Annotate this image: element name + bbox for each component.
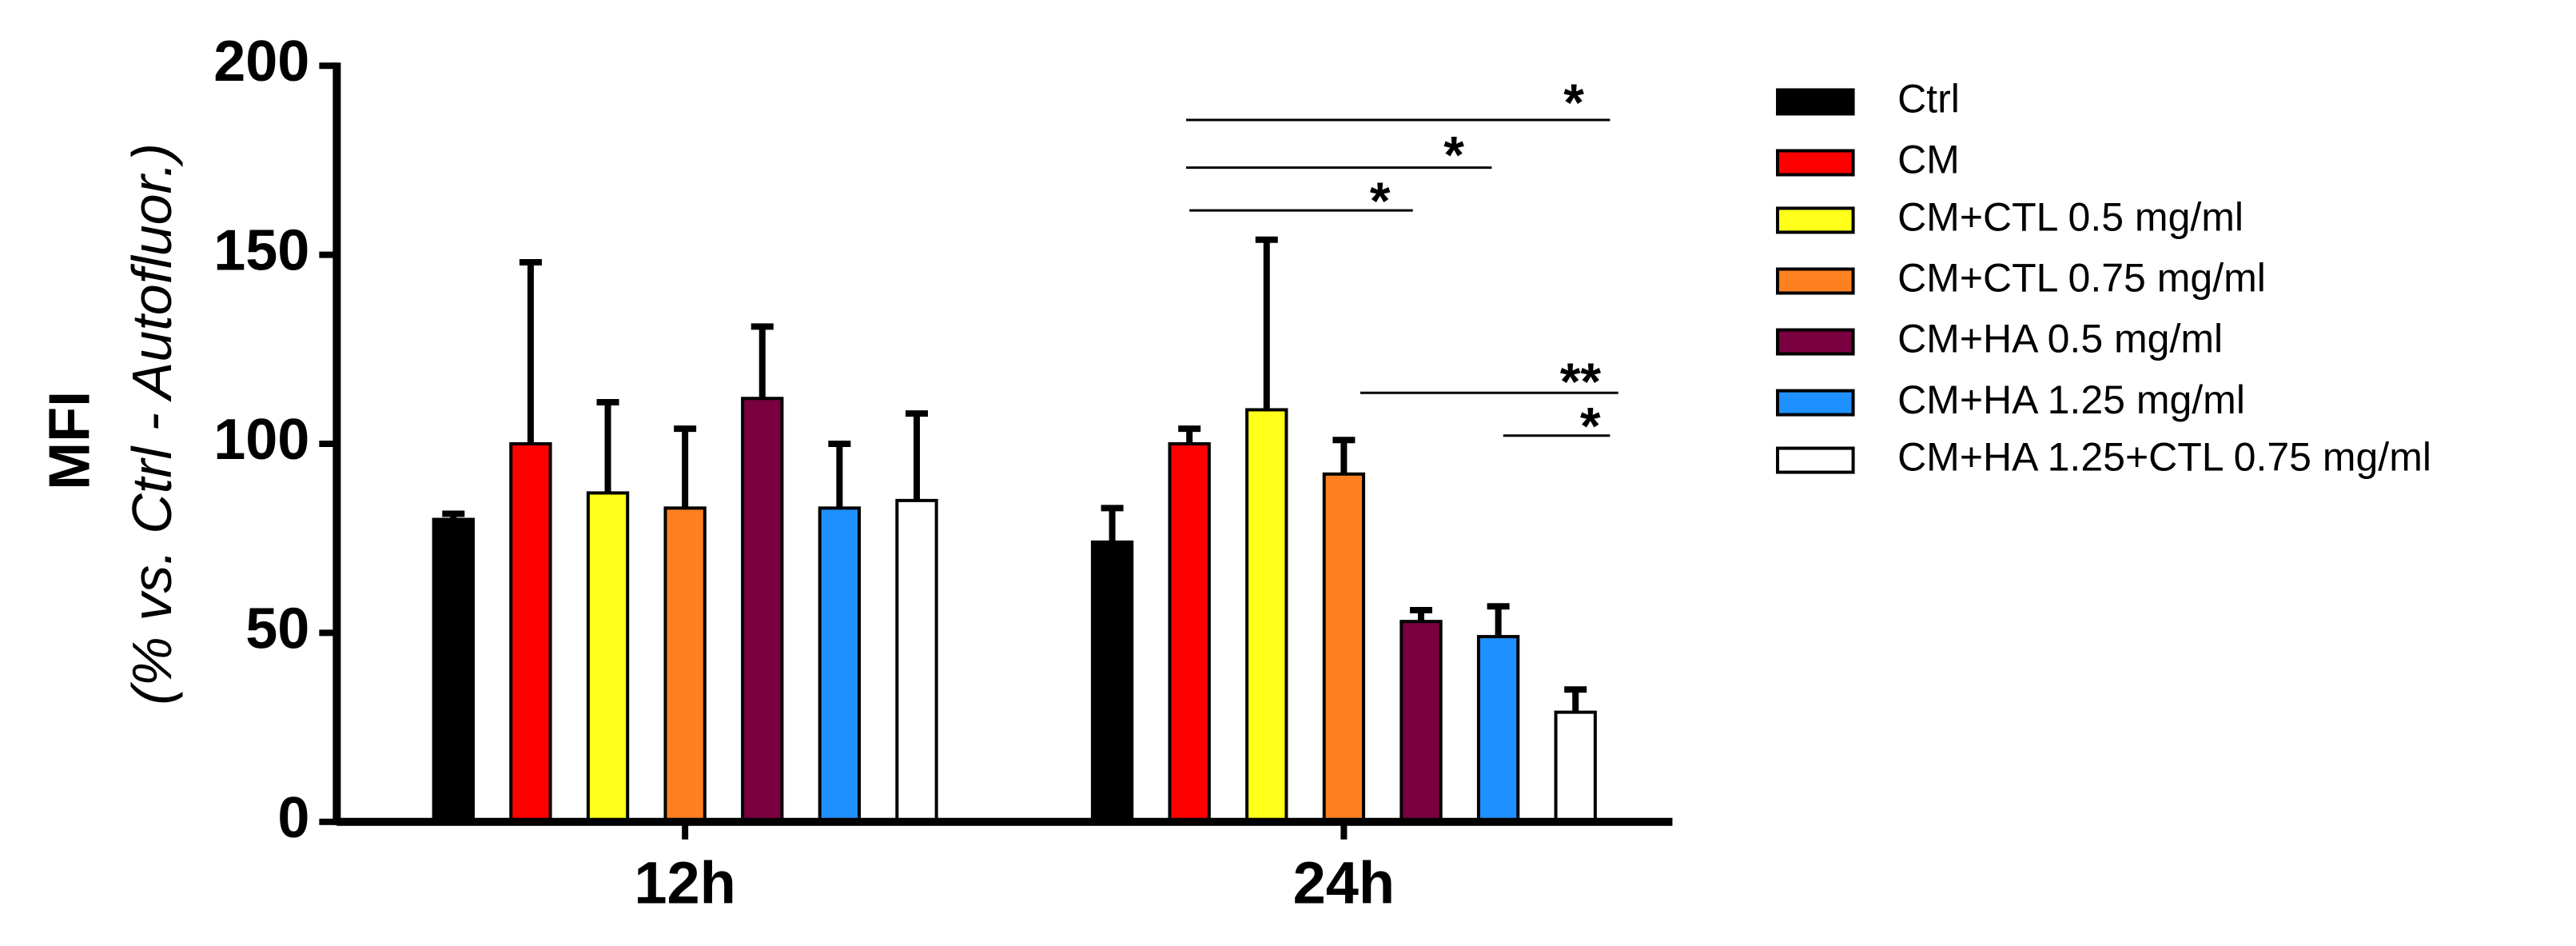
bar xyxy=(1322,472,1366,824)
bar xyxy=(432,517,475,824)
bar xyxy=(1090,540,1134,824)
legend-swatch xyxy=(1776,267,1855,295)
significance-label: ** xyxy=(1560,352,1602,411)
bar xyxy=(1245,408,1288,824)
bar xyxy=(741,397,784,824)
significance-label: * xyxy=(1370,171,1391,230)
legend-label: CM+CTL 0.5 mg/ml xyxy=(1897,195,2244,240)
bar xyxy=(1476,635,1520,824)
bar xyxy=(1399,620,1443,824)
bar xyxy=(818,506,862,824)
legend-label: CM xyxy=(1897,138,1960,182)
legend-label: CM+HA 1.25+CTL 0.75 mg/ml xyxy=(1897,435,2431,480)
bar xyxy=(663,506,707,824)
legend-swatch xyxy=(1776,88,1855,116)
y-tick-label: 200 xyxy=(213,30,309,94)
bar xyxy=(586,491,630,824)
legend-swatch xyxy=(1776,149,1855,177)
legend-swatch xyxy=(1776,389,1855,417)
legend-swatch xyxy=(1776,446,1855,474)
y-axis-subtitle: (% vs. Ctrl - Autofluor.) xyxy=(121,143,183,705)
significance-label: * xyxy=(1580,397,1601,456)
legend-label: CM+CTL 0.75 mg/ml xyxy=(1897,256,2266,301)
legend-swatch xyxy=(1776,328,1855,356)
legend-label: CM+HA 1.25 mg/ml xyxy=(1897,377,2245,422)
significance-label: * xyxy=(1563,73,1584,132)
x-tick-label: 12h xyxy=(634,850,736,916)
x-tick-label: 24h xyxy=(1293,850,1395,916)
bar xyxy=(1554,710,1597,824)
y-tick-label: 0 xyxy=(277,786,309,850)
legend-label: CM+HA 0.5 mg/ml xyxy=(1897,317,2223,361)
legend-label: Ctrl xyxy=(1897,77,1960,122)
y-axis-title: MFI xyxy=(38,391,102,490)
y-tick-label: 50 xyxy=(245,597,309,661)
y-tick-label: 150 xyxy=(213,219,309,283)
significance-label: * xyxy=(1443,126,1464,185)
y-tick-label: 100 xyxy=(213,408,309,472)
legend-swatch xyxy=(1776,206,1855,234)
bar xyxy=(1168,441,1211,824)
bar xyxy=(895,498,938,824)
bar xyxy=(509,441,552,824)
